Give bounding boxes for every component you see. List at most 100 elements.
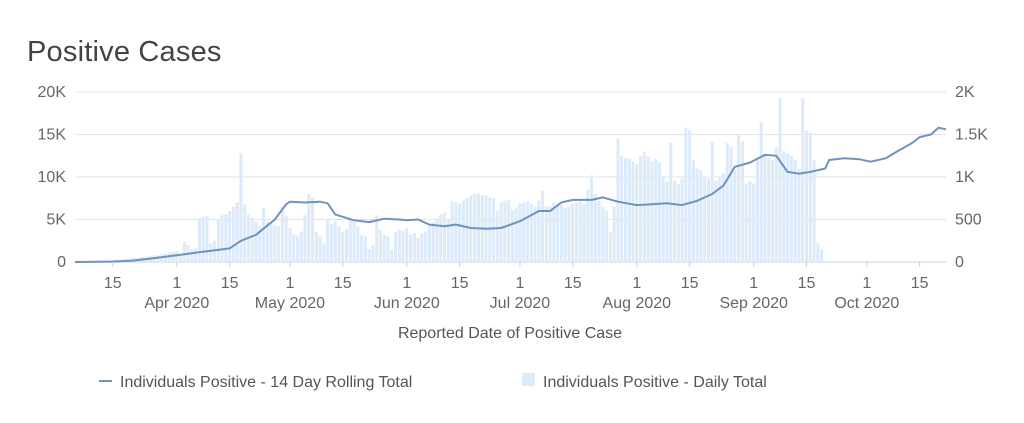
- daily-total-bar[interactable]: [529, 204, 533, 262]
- daily-total-bar[interactable]: [292, 234, 296, 262]
- daily-total-bar[interactable]: [295, 236, 299, 263]
- daily-total-bar[interactable]: [620, 155, 624, 262]
- daily-total-bar[interactable]: [537, 200, 541, 262]
- daily-total-bar[interactable]: [209, 243, 213, 262]
- daily-total-bar[interactable]: [808, 132, 812, 262]
- daily-total-bar[interactable]: [322, 243, 326, 262]
- daily-total-bar[interactable]: [284, 215, 288, 262]
- daily-total-bar[interactable]: [356, 226, 360, 262]
- daily-total-bar[interactable]: [774, 147, 778, 262]
- daily-total-bar[interactable]: [525, 201, 529, 262]
- daily-total-bar[interactable]: [703, 177, 707, 262]
- daily-total-bar[interactable]: [725, 143, 729, 262]
- daily-total-bar[interactable]: [160, 254, 164, 262]
- legend-rolling-total[interactable]: Individuals Positive - 14 Day Rolling To…: [120, 374, 412, 391]
- daily-total-bar[interactable]: [706, 178, 710, 262]
- daily-total-bar[interactable]: [654, 159, 658, 262]
- daily-total-bar[interactable]: [767, 157, 771, 262]
- daily-total-bar[interactable]: [499, 202, 503, 263]
- daily-total-bar[interactable]: [556, 204, 560, 262]
- daily-total-bar[interactable]: [386, 236, 390, 263]
- daily-total-bar[interactable]: [759, 121, 763, 262]
- daily-total-bar[interactable]: [533, 206, 537, 262]
- daily-total-bar[interactable]: [755, 160, 759, 262]
- daily-total-bar[interactable]: [740, 141, 744, 262]
- daily-total-bar[interactable]: [744, 183, 748, 262]
- daily-total-bar[interactable]: [590, 175, 594, 262]
- daily-total-bar[interactable]: [454, 202, 458, 263]
- daily-total-bar[interactable]: [563, 207, 567, 262]
- daily-total-bar[interactable]: [691, 160, 695, 262]
- daily-total-bar[interactable]: [782, 151, 786, 263]
- daily-total-bar[interactable]: [646, 156, 650, 262]
- daily-total-bar[interactable]: [416, 238, 420, 262]
- daily-total-bar[interactable]: [171, 251, 175, 262]
- daily-total-bar[interactable]: [488, 197, 492, 262]
- daily-total-bar[interactable]: [431, 222, 435, 262]
- daily-total-bar[interactable]: [341, 232, 345, 262]
- daily-total-bar[interactable]: [420, 233, 424, 262]
- daily-total-bar[interactable]: [778, 97, 782, 262]
- daily-total-bar[interactable]: [288, 228, 292, 262]
- daily-total-bar[interactable]: [397, 229, 401, 262]
- daily-total-bar[interactable]: [401, 230, 405, 262]
- daily-total-bar[interactable]: [326, 219, 330, 263]
- daily-total-bar[interactable]: [458, 203, 462, 262]
- daily-total-bar[interactable]: [258, 226, 262, 262]
- daily-total-bar[interactable]: [405, 228, 409, 262]
- daily-total-bar[interactable]: [631, 161, 635, 262]
- daily-total-bar[interactable]: [435, 219, 439, 263]
- daily-total-bar[interactable]: [522, 202, 526, 263]
- daily-total-bar[interactable]: [518, 203, 522, 262]
- daily-total-bar[interactable]: [797, 168, 801, 263]
- daily-total-bar[interactable]: [280, 206, 284, 262]
- daily-total-bar[interactable]: [612, 206, 616, 262]
- daily-total-bar[interactable]: [733, 170, 737, 262]
- daily-total-bar[interactable]: [789, 155, 793, 262]
- daily-total-bar[interactable]: [495, 211, 499, 262]
- daily-total-bar[interactable]: [627, 158, 631, 262]
- daily-total-bar[interactable]: [175, 250, 179, 262]
- daily-total-bar[interactable]: [329, 223, 333, 262]
- daily-total-bar[interactable]: [608, 232, 612, 262]
- daily-total-bar[interactable]: [820, 249, 824, 262]
- daily-total-bar[interactable]: [710, 141, 714, 262]
- daily-total-bar[interactable]: [307, 194, 311, 262]
- daily-total-bar[interactable]: [597, 200, 601, 262]
- daily-total-bar[interactable]: [673, 180, 677, 262]
- daily-total-bar[interactable]: [514, 207, 518, 262]
- daily-total-bar[interactable]: [220, 215, 224, 262]
- daily-total-bar[interactable]: [446, 219, 450, 263]
- daily-total-bar[interactable]: [201, 216, 205, 262]
- daily-total-bar[interactable]: [729, 147, 733, 262]
- daily-total-bar[interactable]: [559, 205, 563, 262]
- daily-total-bar[interactable]: [265, 221, 269, 262]
- daily-total-bar[interactable]: [213, 240, 217, 262]
- daily-total-bar[interactable]: [337, 226, 341, 262]
- daily-total-bar[interactable]: [205, 216, 209, 262]
- daily-total-bar[interactable]: [552, 202, 556, 263]
- daily-total-bar[interactable]: [650, 161, 654, 262]
- daily-total-bar[interactable]: [182, 241, 186, 262]
- rolling-total-line[interactable]: [74, 126, 947, 263]
- daily-total-bar[interactable]: [262, 208, 266, 262]
- daily-total-bar[interactable]: [748, 181, 752, 262]
- daily-total-bar[interactable]: [190, 249, 194, 262]
- daily-total-bar[interactable]: [752, 183, 756, 262]
- daily-total-bar[interactable]: [239, 153, 243, 262]
- daily-total-bar[interactable]: [375, 215, 379, 262]
- daily-total-bar[interactable]: [593, 194, 597, 262]
- daily-total-bar[interactable]: [812, 160, 816, 262]
- daily-total-bar[interactable]: [371, 245, 375, 262]
- daily-total-bar[interactable]: [816, 243, 820, 262]
- daily-total-bar[interactable]: [548, 206, 552, 262]
- daily-total-bar[interactable]: [450, 200, 454, 262]
- daily-total-bar[interactable]: [228, 211, 232, 262]
- daily-total-bar[interactable]: [363, 236, 367, 263]
- daily-total-bar[interactable]: [578, 201, 582, 262]
- daily-total-bar[interactable]: [544, 205, 548, 262]
- daily-total-bar[interactable]: [503, 200, 507, 262]
- daily-total-bar[interactable]: [390, 250, 394, 262]
- daily-total-bar[interactable]: [623, 157, 628, 262]
- daily-total-bar[interactable]: [605, 211, 609, 262]
